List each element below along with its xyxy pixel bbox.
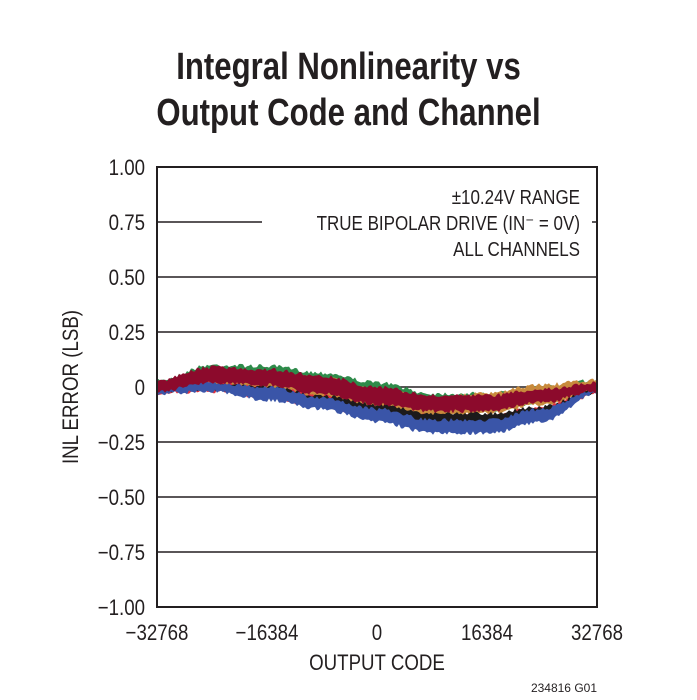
- y-tick-label: −1.00: [98, 597, 145, 621]
- y-tick-label: 0: [135, 377, 145, 401]
- y-tick-label: −0.50: [98, 487, 145, 511]
- x-axis-label: OUTPUT CODE: [309, 652, 445, 676]
- annotation-drive: TRUE BIPOLAR DRIVE (IN⁻ = 0V): [317, 212, 580, 235]
- annotation-background: [262, 184, 592, 264]
- x-tick-label: −32768: [126, 622, 189, 646]
- x-tick-label: 0: [372, 622, 382, 646]
- y-tick-label: 0.25: [109, 322, 145, 346]
- channel-band-6: [157, 365, 597, 414]
- y-tick-label: 0.50: [109, 267, 145, 291]
- chart-title-line2: Output Code and Channel: [156, 92, 541, 134]
- x-tick-label: 16384: [461, 622, 513, 646]
- chart-title-line1: Integral Nonlinearity vs: [176, 46, 521, 88]
- y-tick-label: −0.75: [98, 542, 145, 566]
- y-tick-label: 0.75: [109, 212, 145, 236]
- y-tick-label: 1.00: [109, 157, 145, 181]
- x-tick-label: −16384: [236, 622, 299, 646]
- channel-band-5: [157, 381, 597, 435]
- y-axis-label: INL ERROR (LSB): [60, 310, 84, 464]
- plot-frame: [156, 166, 598, 608]
- figure-id: 234816 G01: [531, 681, 597, 695]
- annotation-range: ±10.24V RANGE: [452, 186, 580, 209]
- y-tick-label: −0.25: [98, 432, 145, 456]
- annotation-channels: ALL CHANNELS: [453, 238, 580, 261]
- x-tick-label: 32768: [571, 622, 623, 646]
